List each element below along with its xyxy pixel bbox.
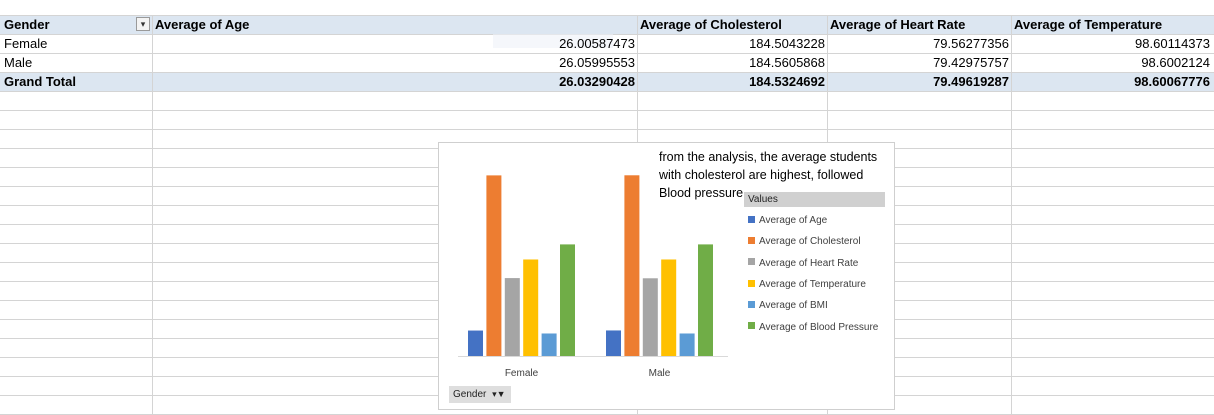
total-age[interactable]: 26.03290428: [559, 74, 635, 89]
x-tick-label: Male: [649, 368, 671, 379]
bar[interactable]: [606, 330, 621, 356]
legend-swatch: [748, 215, 755, 223]
filter-dropdown-icon: ▾▼: [492, 389, 506, 399]
gender-field-button[interactable]: Gender ▾▼: [449, 386, 511, 403]
bar[interactable]: [698, 244, 713, 356]
bar[interactable]: [486, 175, 502, 356]
header-gender: Gender: [4, 17, 50, 32]
total-cholesterol[interactable]: 184.5324692: [749, 74, 825, 89]
header-average-age: Average of Age: [155, 17, 250, 32]
bar[interactable]: [560, 244, 575, 356]
x-tick-label: Female: [505, 368, 539, 379]
row-label-male[interactable]: Male: [4, 55, 33, 70]
grid-row-line: [0, 72, 1214, 73]
male-age[interactable]: 26.05995553: [559, 55, 635, 70]
legend-label: Average of Age: [759, 215, 828, 226]
bar[interactable]: [504, 278, 520, 356]
legend-label: Average of BMI: [759, 300, 828, 312]
bar[interactable]: [541, 333, 557, 356]
legend-label: Average of Cholesterol: [759, 236, 861, 248]
legend-label: Average of Temperature: [759, 278, 866, 290]
analysis-note[interactable]: from the analysis, the average students …: [659, 150, 878, 200]
legend-item: Average of Heart Rate: [748, 257, 858, 271]
total-temperature[interactable]: 98.60067776: [1134, 74, 1210, 89]
legend-swatch: [748, 237, 755, 245]
row-label-grand-total[interactable]: Grand Total: [4, 74, 76, 89]
row-label-female[interactable]: Female: [4, 36, 48, 51]
legend-swatch: [748, 301, 755, 309]
legend-label: Average of Blood Pressure: [759, 321, 879, 333]
legend-item: Average of Cholesterol: [748, 235, 861, 249]
male-heart-rate[interactable]: 79.42975757: [933, 55, 1009, 70]
bar[interactable]: [468, 330, 483, 356]
faded-label: [493, 34, 613, 48]
grid-col-line: [1011, 15, 1012, 415]
grid-row-line: [0, 110, 1214, 111]
legend-item: Average of Blood Pressure: [748, 321, 878, 335]
bar[interactable]: [661, 259, 677, 356]
gender-field-label: Gender: [453, 389, 487, 400]
grid-row-line: [0, 91, 1214, 92]
legend-title: Values: [744, 192, 885, 207]
legend-item: Average of BMI: [748, 299, 828, 313]
bar-chart-plot: Female Male: [458, 175, 728, 379]
header-average-temperature: Average of Temperature: [1014, 17, 1163, 32]
male-cholesterol[interactable]: 184.5605868: [749, 55, 825, 70]
bar[interactable]: [523, 259, 539, 356]
legend-label: Average of Heart Rate: [759, 257, 859, 269]
header-average-cholesterol: Average of Cholesterol: [640, 17, 782, 32]
legend-swatch: [748, 322, 755, 330]
bar[interactable]: [642, 278, 658, 356]
legend-swatch: [748, 258, 755, 266]
legend-item: Average of Temperature: [748, 278, 866, 292]
grid-row-line: [0, 15, 1214, 16]
male-temperature[interactable]: 98.6002124: [1141, 55, 1210, 70]
header-average-heart-rate: Average of Heart Rate: [830, 17, 966, 32]
grid-col-line: [152, 15, 153, 415]
female-cholesterol[interactable]: 184.5043228: [749, 36, 825, 51]
legend-item: Average of Age: [748, 214, 827, 228]
legend-swatch: [748, 279, 755, 287]
grid-row-line: [0, 129, 1214, 130]
female-temperature[interactable]: 98.60114373: [1135, 36, 1210, 51]
bar[interactable]: [679, 333, 695, 356]
filter-icon[interactable]: ▾: [136, 17, 150, 31]
total-heart-rate[interactable]: 79.49619287: [933, 74, 1009, 89]
grid-row-line: [0, 53, 1214, 54]
female-age[interactable]: 26.00587473: [559, 36, 635, 51]
bar[interactable]: [624, 175, 640, 356]
female-heart-rate[interactable]: 79.56277356: [933, 36, 1009, 51]
